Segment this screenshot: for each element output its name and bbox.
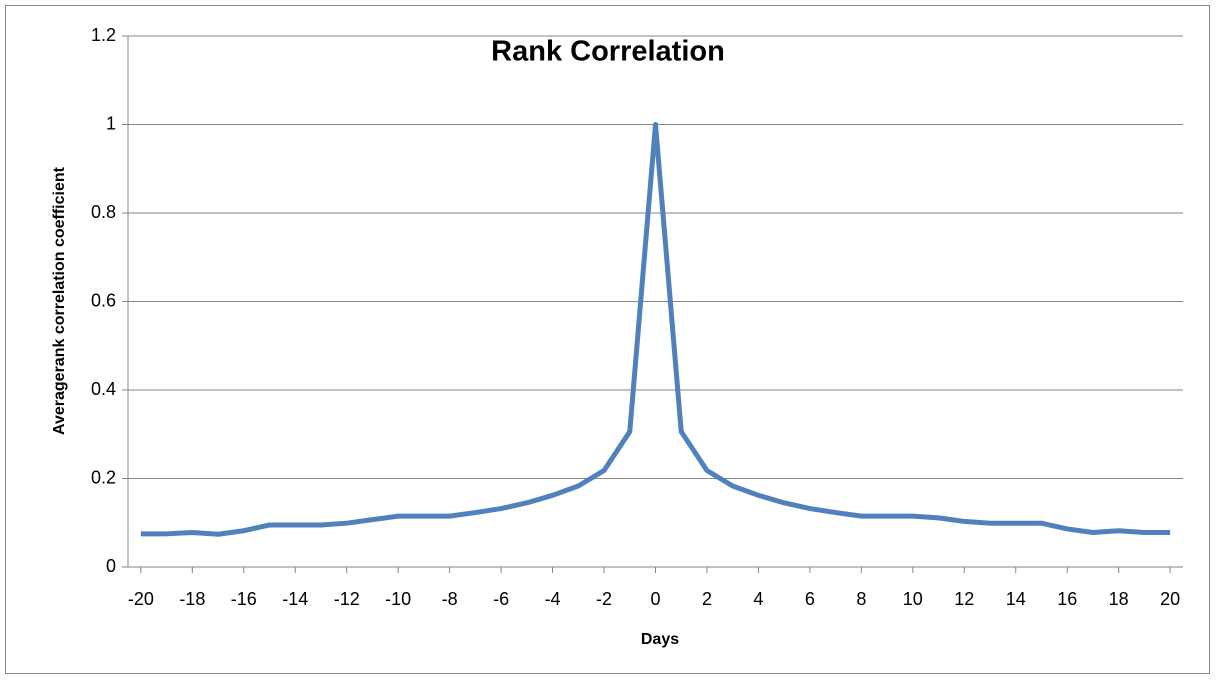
x-tick-label: -2 [596,589,612,609]
x-tick-label: 20 [1160,589,1180,609]
x-tick-label: -12 [334,589,360,609]
y-tick-label: 0.4 [91,379,116,399]
x-tick-label: 18 [1109,589,1129,609]
x-tick-label: -10 [385,589,411,609]
x-tick-label: 12 [954,589,974,609]
y-tick-label: 0 [106,556,116,576]
x-tick-label: 10 [903,589,923,609]
x-tick-label: 16 [1057,589,1077,609]
y-tick-label: 1 [106,113,116,133]
y-axis-label: Averagerank correlation coefficient [51,166,68,435]
x-tick-label: -20 [128,589,154,609]
x-tick-label: -16 [231,589,257,609]
x-tick-label: 2 [702,589,712,609]
data-line [140,122,1171,537]
y-tick-label: 1.2 [91,25,116,45]
x-tick-label: -8 [442,589,458,609]
x-tick-label: -4 [545,589,561,609]
y-tick-label: 0.8 [91,202,116,222]
x-tick-label: 6 [805,589,815,609]
x-tick-label: -18 [179,589,205,609]
x-tick-label: 0 [650,589,660,609]
x-axis-label: Days [641,631,679,648]
x-tick-label: -14 [282,589,308,609]
y-tick-label: 0.6 [91,290,116,310]
x-tick-label: 14 [1006,589,1026,609]
chart-title: Rank Correlation [491,36,725,68]
y-tick-label: 0.2 [91,467,116,487]
x-tick-label: -6 [493,589,509,609]
x-tick-label: 8 [856,589,866,609]
chart-border [5,5,1210,674]
x-tick-label: 4 [753,589,763,609]
